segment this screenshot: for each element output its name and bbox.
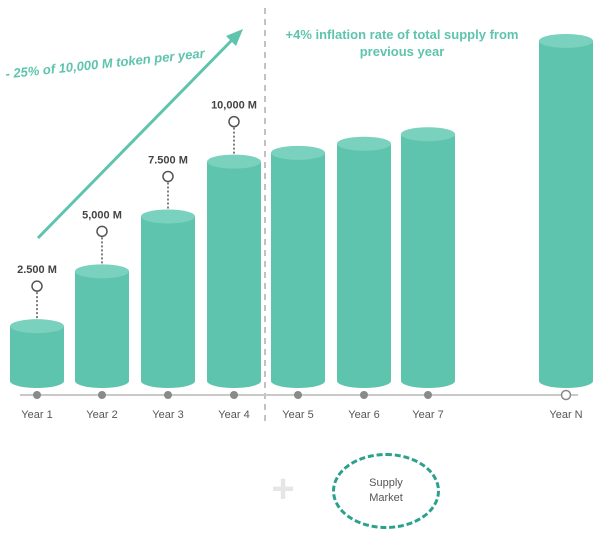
growth-arrow-head xyxy=(226,29,243,46)
data-label: 2.500 M xyxy=(17,264,57,276)
axis-dot-7 xyxy=(424,391,432,399)
axis-dot-6 xyxy=(360,391,368,399)
x-tick-label: Year 3 xyxy=(152,409,183,421)
bar-base-2 xyxy=(75,374,129,388)
bar-base-7 xyxy=(401,374,455,388)
axis-dot-1 xyxy=(33,391,41,399)
bar-cap-7 xyxy=(401,127,455,142)
bar-cap-6 xyxy=(337,136,391,151)
bar-cap-5 xyxy=(271,145,325,160)
axis-dot-8 xyxy=(560,389,572,401)
bar-5 xyxy=(271,152,325,381)
bar-base-8 xyxy=(539,374,593,388)
data-label: 5,000 M xyxy=(82,209,122,221)
bar-base-1 xyxy=(10,374,64,388)
annotation-inflation: +4% inflation rate of total supply from … xyxy=(285,27,519,59)
axis-dot-4 xyxy=(230,391,238,399)
bar-cap-8 xyxy=(539,33,593,48)
x-tick-label: Year 4 xyxy=(218,409,249,421)
bar-base-5 xyxy=(271,374,325,388)
bar-cap-4 xyxy=(207,154,261,169)
label-pin xyxy=(228,115,240,128)
bar-1 xyxy=(10,326,64,381)
data-label: 10,000 M xyxy=(211,100,257,112)
growth-arrow-line xyxy=(36,38,234,240)
bar-base-3 xyxy=(141,374,195,388)
bar-cap-3 xyxy=(141,209,195,224)
bar-cap-1 xyxy=(10,319,64,334)
bar-base-4 xyxy=(207,374,261,388)
x-tick-label: Year 6 xyxy=(348,409,379,421)
label-pin xyxy=(31,280,43,292)
data-label: 7.500 M xyxy=(148,154,188,166)
bar-cap-2 xyxy=(75,264,129,279)
x-tick-label: Year N xyxy=(549,409,582,421)
market-label: Market xyxy=(369,492,403,504)
bar-3 xyxy=(141,216,195,381)
supply-market-badge: Supply Market xyxy=(332,453,440,529)
plus-icon: + xyxy=(271,467,295,511)
bar-8 xyxy=(539,40,593,381)
axis-dot-2 xyxy=(98,391,106,399)
x-tick-label: Year 1 xyxy=(21,409,52,421)
label-pin xyxy=(162,170,174,183)
label-pin xyxy=(96,225,108,238)
bar-7 xyxy=(401,134,455,381)
x-tick-label: Year 7 xyxy=(412,409,443,421)
supply-label: Supply xyxy=(369,477,403,489)
x-tick-label: Year 5 xyxy=(282,409,313,421)
bar-base-6 xyxy=(337,374,391,388)
bar-6 xyxy=(337,143,391,381)
bar-2 xyxy=(75,271,129,381)
axis-dot-5 xyxy=(294,391,302,399)
x-tick-label: Year 2 xyxy=(86,409,117,421)
bar-4 xyxy=(207,161,261,381)
axis-dot-3 xyxy=(164,391,172,399)
